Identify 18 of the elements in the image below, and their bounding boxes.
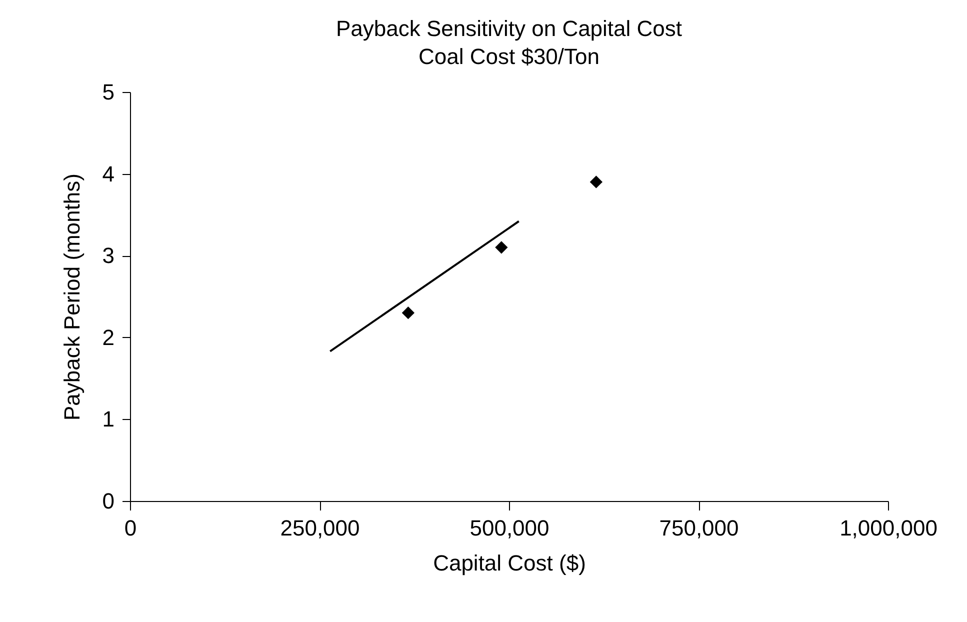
y-tick-label: 0 xyxy=(102,488,114,514)
y-axis-title: Payback Period (months) xyxy=(59,174,84,420)
y-tick-label: 3 xyxy=(102,243,114,268)
point xyxy=(402,306,415,320)
x-tick-label: 250,000 xyxy=(280,516,360,540)
chart-subtitle: Coal Cost $30/Ton xyxy=(418,44,600,69)
y-tick-label: 4 xyxy=(102,161,114,186)
chart-title: Payback Sensitivity on Capital Cost xyxy=(336,16,682,41)
x-tick-label: 0 xyxy=(124,516,137,540)
y-tick-label: 5 xyxy=(102,80,114,104)
x-tick-label: 1,000,000 xyxy=(840,516,938,540)
y-tick-label: 1 xyxy=(102,406,114,432)
point xyxy=(590,176,602,188)
y-tick-label: 2 xyxy=(102,324,114,350)
x-axis-title: Capital Cost ($) xyxy=(433,550,586,576)
x-tick-label: 750,000 xyxy=(659,516,739,540)
point xyxy=(495,241,508,254)
x-tick-label: 500,000 xyxy=(470,516,550,540)
